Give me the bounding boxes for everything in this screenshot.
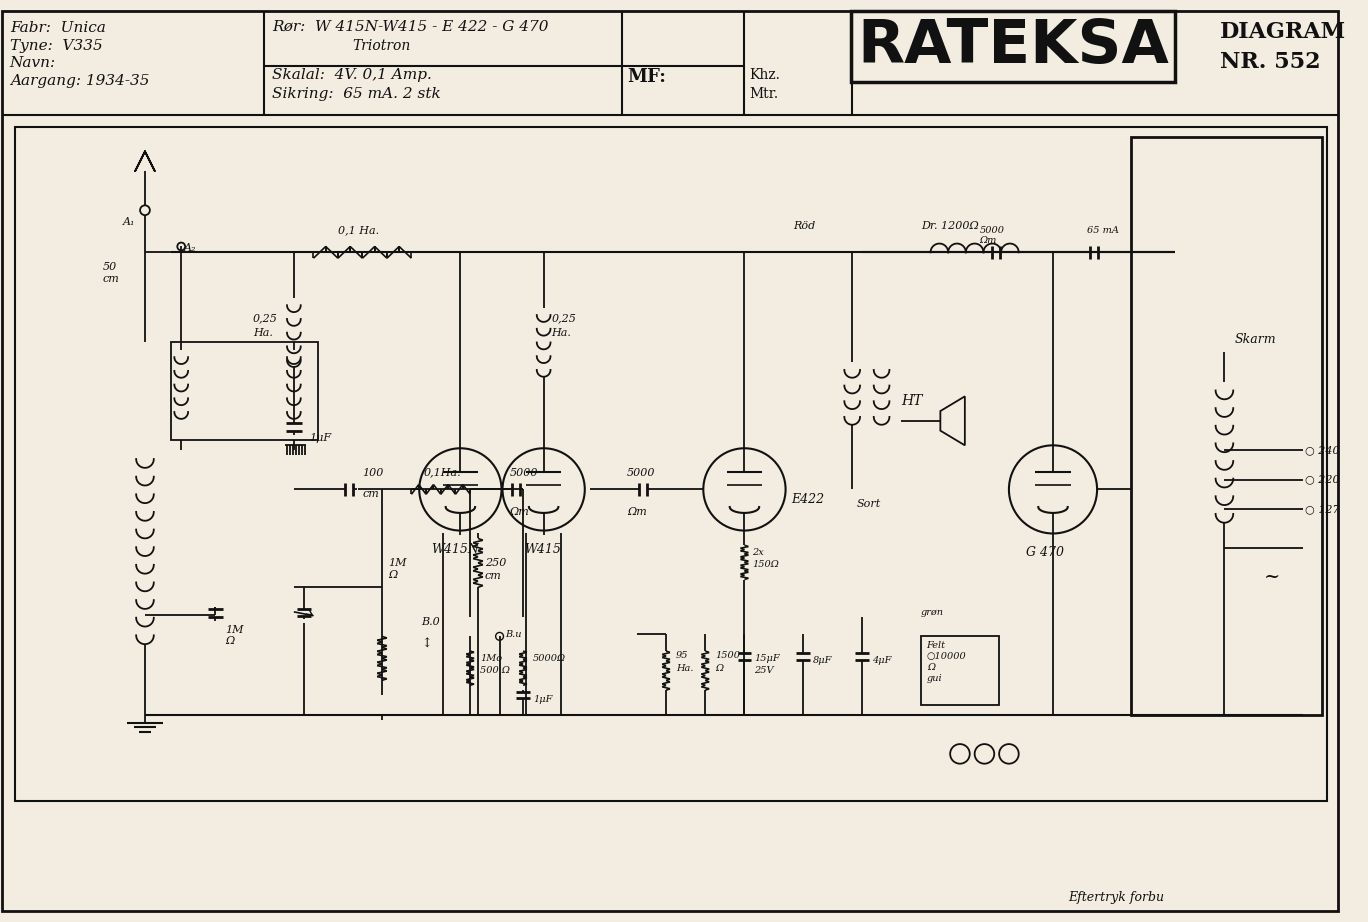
Text: Ωm: Ωm xyxy=(627,507,647,517)
Text: Fabr:  Unica: Fabr: Unica xyxy=(10,21,105,35)
Text: Aargang: 1934-35: Aargang: 1934-35 xyxy=(10,74,149,89)
Text: Röd: Röd xyxy=(793,220,815,230)
Text: cm: cm xyxy=(484,571,502,581)
Text: Ω: Ω xyxy=(715,664,724,673)
Text: Sikring:  65 mA. 2 stk: Sikring: 65 mA. 2 stk xyxy=(272,87,440,100)
Text: Ω: Ω xyxy=(389,570,397,580)
Text: 50: 50 xyxy=(103,262,118,272)
Text: MF:: MF: xyxy=(627,68,666,86)
Text: 25V: 25V xyxy=(754,666,774,675)
Text: Skarm: Skarm xyxy=(1234,333,1276,346)
Text: Skalal:  4V. 0,1 Amp.: Skalal: 4V. 0,1 Amp. xyxy=(272,68,432,82)
Text: 0,1Ha.: 0,1Ha. xyxy=(423,467,461,478)
Text: ○ 220: ○ 220 xyxy=(1305,475,1339,485)
Text: B.0: B.0 xyxy=(421,617,440,627)
Text: ○ 240: ○ 240 xyxy=(1305,445,1339,455)
Text: 8μF: 8μF xyxy=(813,656,832,665)
Text: Khz.: Khz. xyxy=(750,68,780,82)
Text: Triotron: Triotron xyxy=(353,39,410,53)
Text: 65 mA: 65 mA xyxy=(1088,226,1119,235)
Text: G 470: G 470 xyxy=(1026,546,1063,560)
Text: ○10000: ○10000 xyxy=(926,652,966,661)
Text: RATEKSA: RATEKSA xyxy=(858,18,1168,77)
Text: B.u: B.u xyxy=(505,630,523,639)
Text: 1M: 1M xyxy=(389,558,406,568)
Text: Ω: Ω xyxy=(226,636,234,646)
Text: cm: cm xyxy=(363,490,379,500)
Text: 1M: 1M xyxy=(226,624,244,634)
Text: Ha.: Ha. xyxy=(676,664,694,673)
Text: E422: E422 xyxy=(792,492,825,505)
Text: 5000: 5000 xyxy=(979,226,1004,235)
Text: Sort: Sort xyxy=(858,499,881,509)
Text: ○ 127: ○ 127 xyxy=(1305,504,1339,514)
Text: Tyne:  V335: Tyne: V335 xyxy=(10,39,103,53)
Text: W415: W415 xyxy=(524,543,561,556)
Text: gui: gui xyxy=(926,674,943,682)
Text: 500 Ω: 500 Ω xyxy=(480,666,510,675)
Text: W415N: W415N xyxy=(431,543,479,556)
Text: 95: 95 xyxy=(676,651,688,660)
Text: 0,1 Ha.: 0,1 Ha. xyxy=(338,225,379,235)
Text: HT: HT xyxy=(902,395,922,408)
Text: 1μF: 1μF xyxy=(309,432,331,443)
Text: Ω: Ω xyxy=(926,663,934,672)
Text: A₁: A₁ xyxy=(123,217,135,227)
Text: 250: 250 xyxy=(484,558,506,568)
Text: Eftertryk forbu: Eftertryk forbu xyxy=(1067,891,1164,904)
Text: 150Ω: 150Ω xyxy=(752,560,780,569)
Text: 1500: 1500 xyxy=(715,651,740,660)
Text: 5000Ω: 5000Ω xyxy=(534,654,566,663)
Text: Felt: Felt xyxy=(926,641,945,650)
Text: Ωm: Ωm xyxy=(979,235,997,244)
Text: DIAGRAM: DIAGRAM xyxy=(1219,21,1346,43)
Text: Ha.: Ha. xyxy=(551,328,572,337)
Bar xyxy=(171,342,319,441)
Text: 0,25: 0,25 xyxy=(551,313,576,323)
Text: 1μF: 1μF xyxy=(534,695,553,704)
Text: 4μF: 4μF xyxy=(871,656,891,665)
Text: Mtr.: Mtr. xyxy=(750,87,778,100)
Text: 1Mo: 1Mo xyxy=(480,654,502,663)
Text: 100: 100 xyxy=(363,467,384,478)
Bar xyxy=(921,636,999,705)
Text: 5000: 5000 xyxy=(627,467,655,478)
Bar xyxy=(15,127,1327,801)
Text: ↕: ↕ xyxy=(421,636,432,649)
Text: Rør:  W 415N-W415 - E 422 - G 470: Rør: W 415N-W415 - E 422 - G 470 xyxy=(272,19,549,33)
Text: 0,25: 0,25 xyxy=(253,313,278,323)
Text: 5000: 5000 xyxy=(509,467,538,478)
Text: ~: ~ xyxy=(1264,568,1280,585)
Text: Ha.: Ha. xyxy=(253,328,272,337)
Text: Dr. 1200Ω: Dr. 1200Ω xyxy=(921,220,978,230)
Text: A₂: A₂ xyxy=(185,243,197,254)
Text: cm: cm xyxy=(103,274,119,284)
Text: grøn: grøn xyxy=(921,608,944,617)
Text: NR. 552: NR. 552 xyxy=(1219,51,1320,73)
Text: 2x: 2x xyxy=(752,549,765,557)
Text: 15μF: 15μF xyxy=(754,654,780,663)
Text: Ωm: Ωm xyxy=(509,507,529,517)
Text: Navn:: Navn: xyxy=(10,56,56,70)
Bar xyxy=(1131,136,1323,715)
